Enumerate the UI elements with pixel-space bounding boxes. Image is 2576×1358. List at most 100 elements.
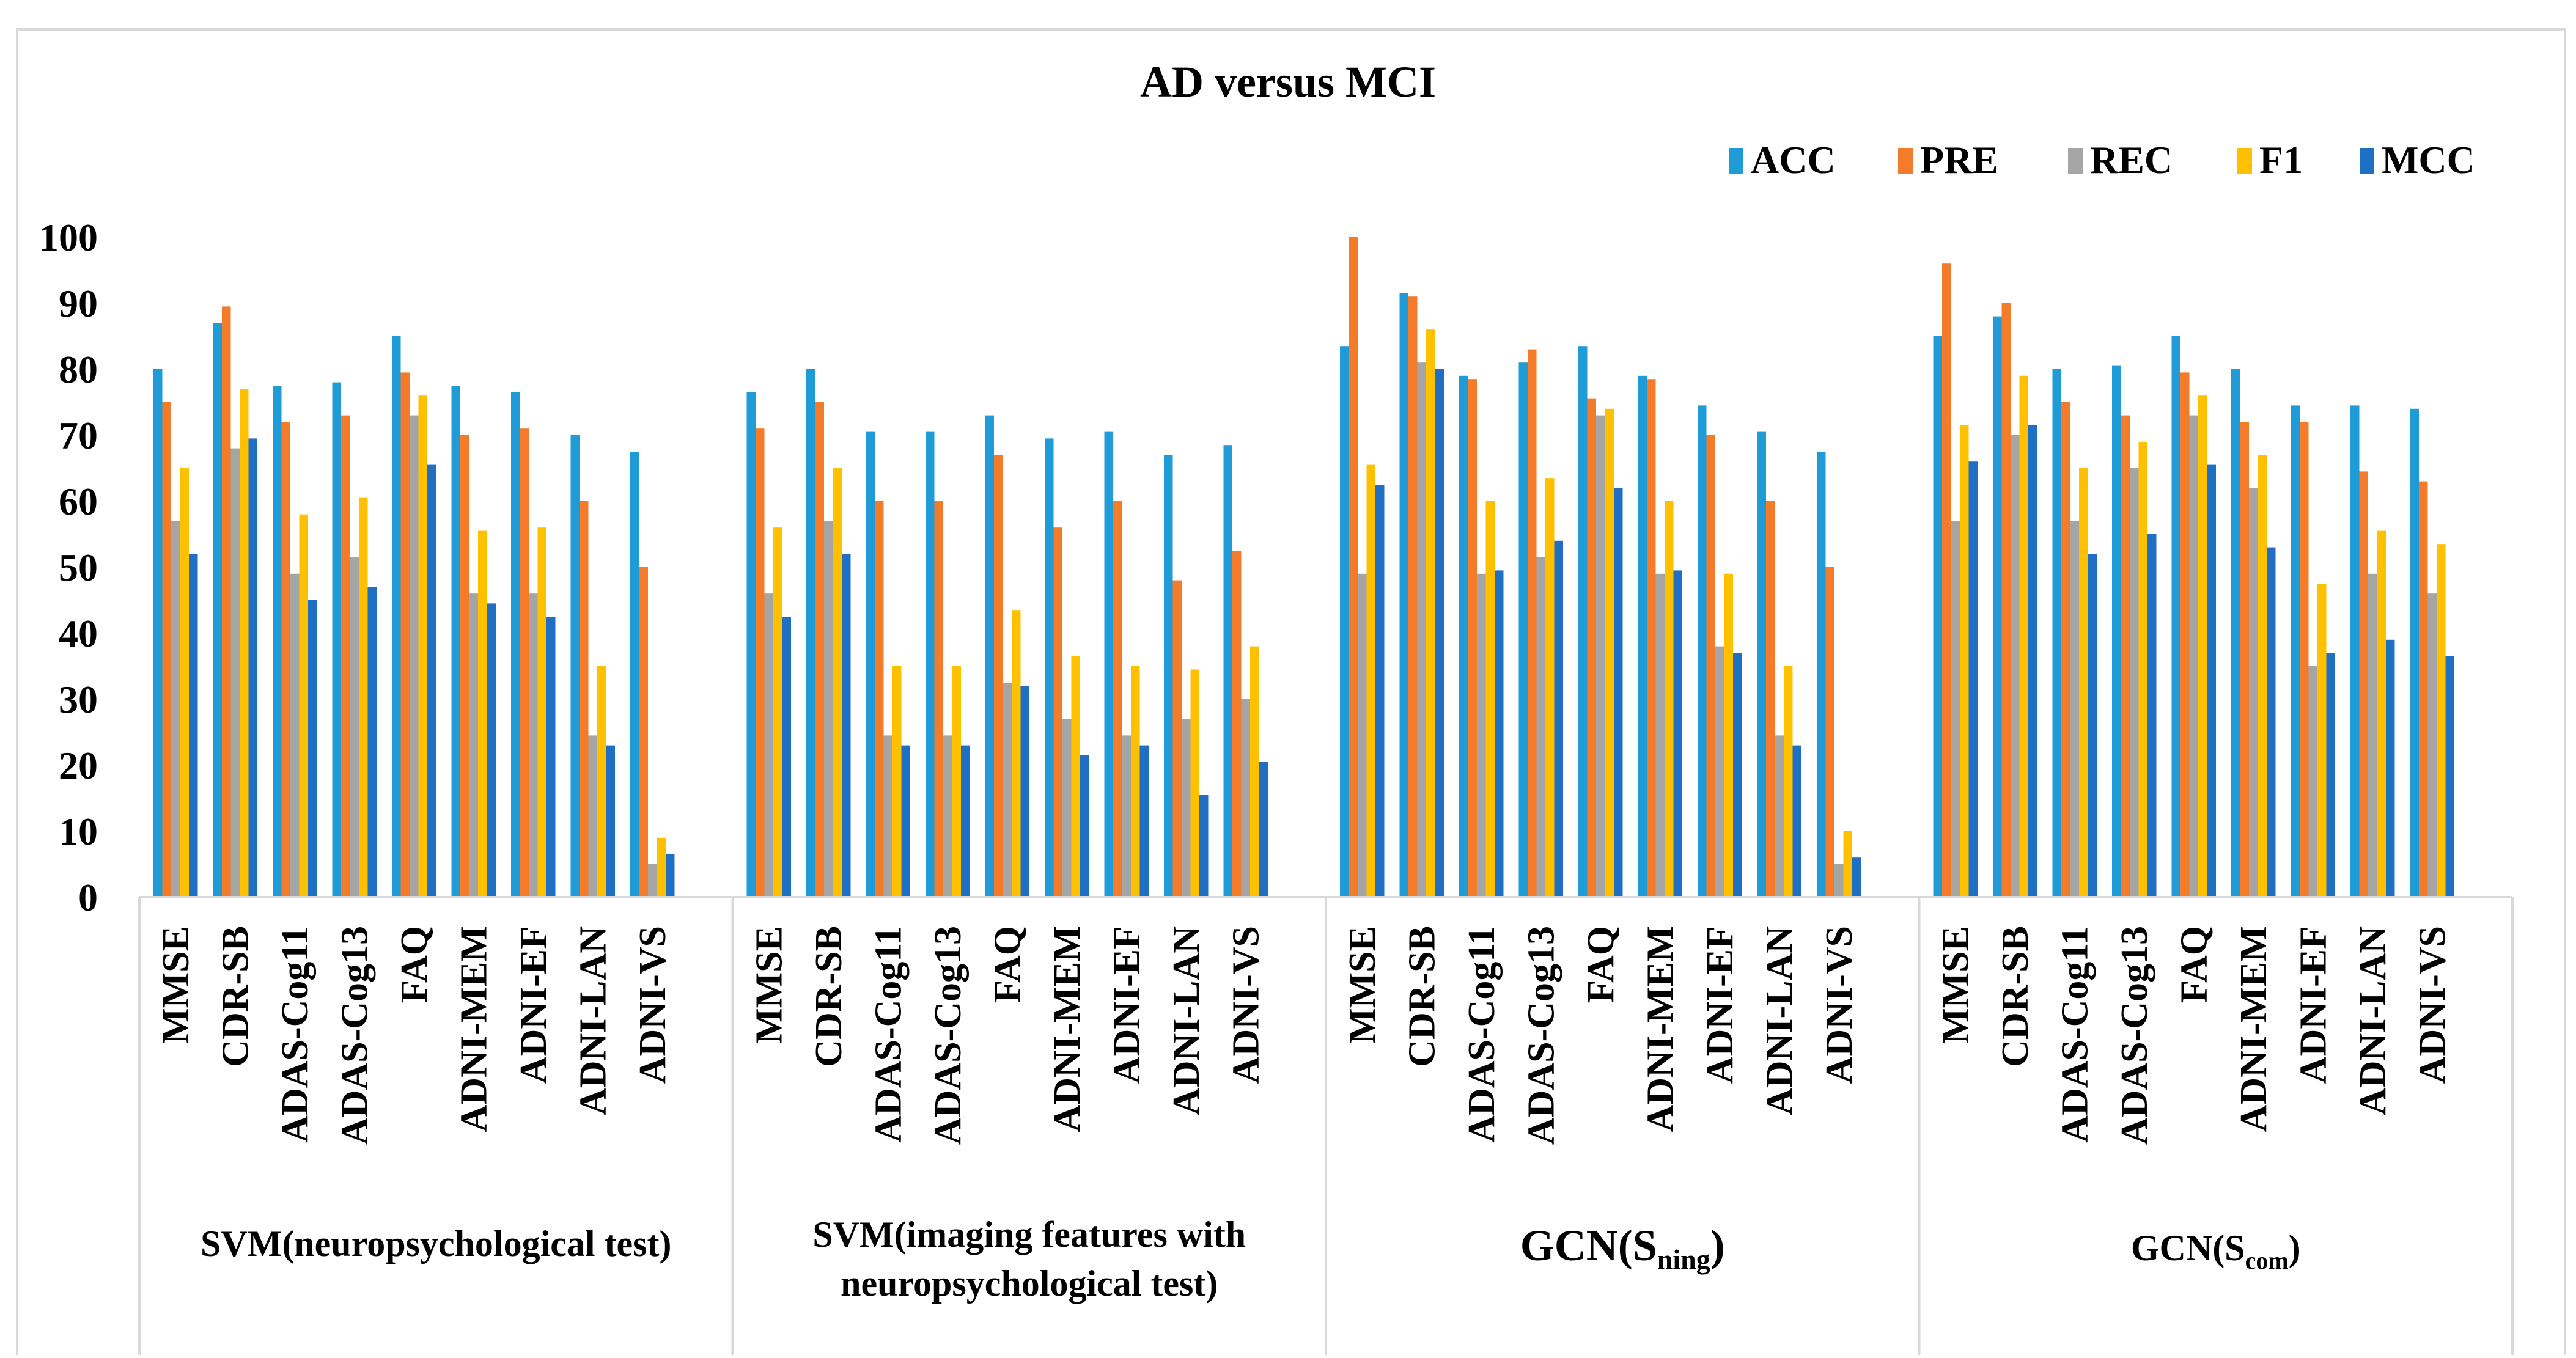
chart-title: AD versus MCI [1140,57,1436,106]
bar-svm-imaging-features-with-neuropsychological-test-adni-vs-mcc [1259,762,1268,897]
bar-group-gcn-scom [1933,263,2454,898]
bar-svm-neuropsychological-test-adas-cog11-rec [290,573,300,897]
bar-gcn-scom-adas-cog13-f1 [2138,441,2147,897]
bar-gcn-sning-faq-rec [1596,415,1605,897]
x-tick-label-adas-cog11: ADAS-Cog11 [1461,926,1503,1143]
bar-gcn-scom-cdr-sb-acc [1993,316,2002,897]
bar-gcn-sning-faq-f1 [1605,408,1614,897]
bar-svm-imaging-features-with-neuropsychological-test-adas-cog13-acc [926,431,935,897]
bar-svm-neuropsychological-test-adni-vs-rec [648,864,657,897]
bar-svm-neuropsychological-test-adni-lan-f1 [597,666,606,897]
y-tick-label-90: 90 [59,282,98,325]
bar-svm-neuropsychological-test-cdr-sb-mcc [248,438,257,897]
x-tick-label-adni-vs: ADNI-VS [632,926,674,1084]
x-tick-label-adni-mem: ADNI-MEM [2233,926,2275,1132]
bar-gcn-scom-faq-mcc [2207,464,2216,897]
bar-svm-imaging-features-with-neuropsychological-test-mmse-mcc [782,617,791,897]
bar-svm-imaging-features-with-neuropsychological-test-cdr-sb-rec [824,521,833,897]
bar-gcn-scom-adni-mem-rec [2249,488,2258,897]
bar-gcn-scom-adni-lan-pre [2359,471,2368,897]
group-label-line: SVM(neuropsychological test) [201,1224,672,1264]
legend-item-pre: PRE [1898,138,1998,182]
x-tick-label-adni-ef: ADNI-EF [1106,926,1148,1084]
bar-svm-imaging-features-with-neuropsychological-test-faq-mcc [1020,686,1029,897]
chart-border [16,28,2566,1358]
bar-gcn-sning-adni-mem-pre [1647,379,1656,897]
bar-gcn-scom-adni-mem-acc [2231,369,2240,897]
bar-svm-neuropsychological-test-cdr-sb-rec [230,448,240,897]
x-tick-label-cdr-sb: CDR-SB [1402,926,1443,1067]
bar-svm-imaging-features-with-neuropsychological-test-adni-vs-rec [1241,699,1250,897]
bar-svm-neuropsychological-test-adni-lan-rec [588,735,597,897]
bar-svm-imaging-features-with-neuropsychological-test-adni-ef-mcc [1139,745,1149,897]
bar-gcn-sning-mmse-f1 [1366,464,1375,897]
x-tick-label-faq: FAQ [1580,926,1622,1003]
bar-gcn-sning-mmse-acc [1340,346,1349,897]
bar-gcn-scom-adni-ef-f1 [2317,584,2327,897]
bar-svm-neuropsychological-test-adas-cog13-f1 [359,497,368,897]
bar-gcn-scom-adni-lan-rec [2368,573,2377,897]
bar-svm-neuropsychological-test-cdr-sb-f1 [240,389,249,897]
bar-gcn-scom-mmse-acc [1933,336,1942,897]
bar-svm-neuropsychological-test-mmse-mcc [189,554,198,897]
legend-label-rec: REC [2090,138,2173,182]
bar-gcn-scom-cdr-sb-pre [2001,303,2011,897]
bar-svm-imaging-features-with-neuropsychological-test-cdr-sb-pre [815,402,824,897]
bar-svm-imaging-features-with-neuropsychological-test-faq-acc [985,415,994,897]
x-tick-label-adni-lan: ADNI-LAN [1166,926,1207,1115]
bar-gcn-scom-adni-lan-mcc [2386,639,2395,897]
legend-swatch-acc [1729,148,1743,174]
x-tick-label-adni-ef: ADNI-EF [1699,926,1741,1084]
x-tick-label-faq: FAQ [987,926,1029,1003]
bar-svm-neuropsychological-test-mmse-acc [153,369,163,897]
bar-gcn-sning-adas-cog11-rec [1477,573,1486,897]
bar-gcn-sning-cdr-sb-mcc [1435,369,1444,897]
group-label-line: SVM(imaging features with [812,1214,1246,1255]
bar-gcn-scom-adni-mem-f1 [2258,455,2267,897]
legend-item-rec: REC [2068,138,2173,182]
bar-svm-imaging-features-with-neuropsychological-test-faq-f1 [1012,610,1021,897]
bar-gcn-sning-faq-acc [1578,346,1588,897]
bar-gcn-sning-adni-ef-mcc [1733,653,1742,897]
bar-gcn-sning-adas-cog13-acc [1518,362,1528,897]
bar-gcn-scom-faq-f1 [2198,395,2207,897]
bar-svm-imaging-features-with-neuropsychological-test-adni-vs-pre [1232,551,1242,897]
bar-svm-imaging-features-with-neuropsychological-test-adni-lan-mcc [1199,795,1209,897]
bar-svm-imaging-features-with-neuropsychological-test-adas-cog11-f1 [892,666,902,897]
x-tick-label-adni-vs: ADNI-VS [1819,926,1860,1084]
bar-svm-neuropsychological-test-adni-mem-rec [469,593,478,897]
bar-gcn-scom-adni-vs-rec [2427,593,2437,897]
bar-svm-neuropsychological-test-adas-cog11-mcc [308,600,317,897]
y-tick-label-20: 20 [59,744,98,787]
bar-svm-neuropsychological-test-adni-mem-pre [460,435,469,897]
bar-svm-imaging-features-with-neuropsychological-test-adni-mem-rec [1062,719,1072,897]
bar-svm-imaging-features-with-neuropsychological-test-cdr-sb-f1 [833,468,842,897]
bar-svm-neuropsychological-test-adni-lan-pre [580,501,589,897]
x-tick-label-mmse: MMSE [1935,926,1977,1044]
legend-item-f1: F1 [2237,138,2303,182]
bar-gcn-scom-adni-ef-mcc [2326,653,2335,897]
bar-svm-imaging-features-with-neuropsychological-test-cdr-sb-mcc [842,554,851,897]
bar-svm-neuropsychological-test-adas-cog13-acc [332,382,341,897]
bar-gcn-sning-adni-vs-mcc [1852,857,1861,897]
bar-gcn-scom-faq-pre [2180,372,2190,897]
bar-svm-neuropsychological-test-cdr-sb-pre [222,306,231,897]
bar-gcn-sning-adni-vs-f1 [1843,831,1852,897]
x-tick-label-adas-cog13: ADAS-Cog13 [334,926,376,1145]
bar-gcn-sning-adas-cog11-mcc [1495,570,1504,897]
x-tick-label-adas-cog13: ADAS-Cog13 [2114,926,2155,1145]
bar-svm-neuropsychological-test-mmse-pre [162,402,171,897]
bar-gcn-scom-faq-rec [2189,415,2198,897]
bar-svm-neuropsychological-test-faq-pre [400,372,410,897]
bar-gcn-scom-adas-cog11-pre [2061,402,2070,897]
legend-item-acc: ACC [1729,138,1836,182]
bar-svm-neuropsychological-test-adni-vs-acc [630,452,639,897]
x-tick-label-cdr-sb: CDR-SB [1995,926,2036,1067]
bar-gcn-sning-mmse-rec [1358,573,1367,897]
bar-svm-neuropsychological-test-faq-rec [410,415,419,897]
bar-svm-imaging-features-with-neuropsychological-test-adas-cog11-mcc [901,745,910,897]
bar-svm-neuropsychological-test-adni-mem-mcc [487,603,496,897]
bar-gcn-scom-cdr-sb-rec [2011,435,2020,897]
bar-svm-imaging-features-with-neuropsychological-test-mmse-acc [746,392,756,897]
legend-label-pre: PRE [1920,138,1998,182]
